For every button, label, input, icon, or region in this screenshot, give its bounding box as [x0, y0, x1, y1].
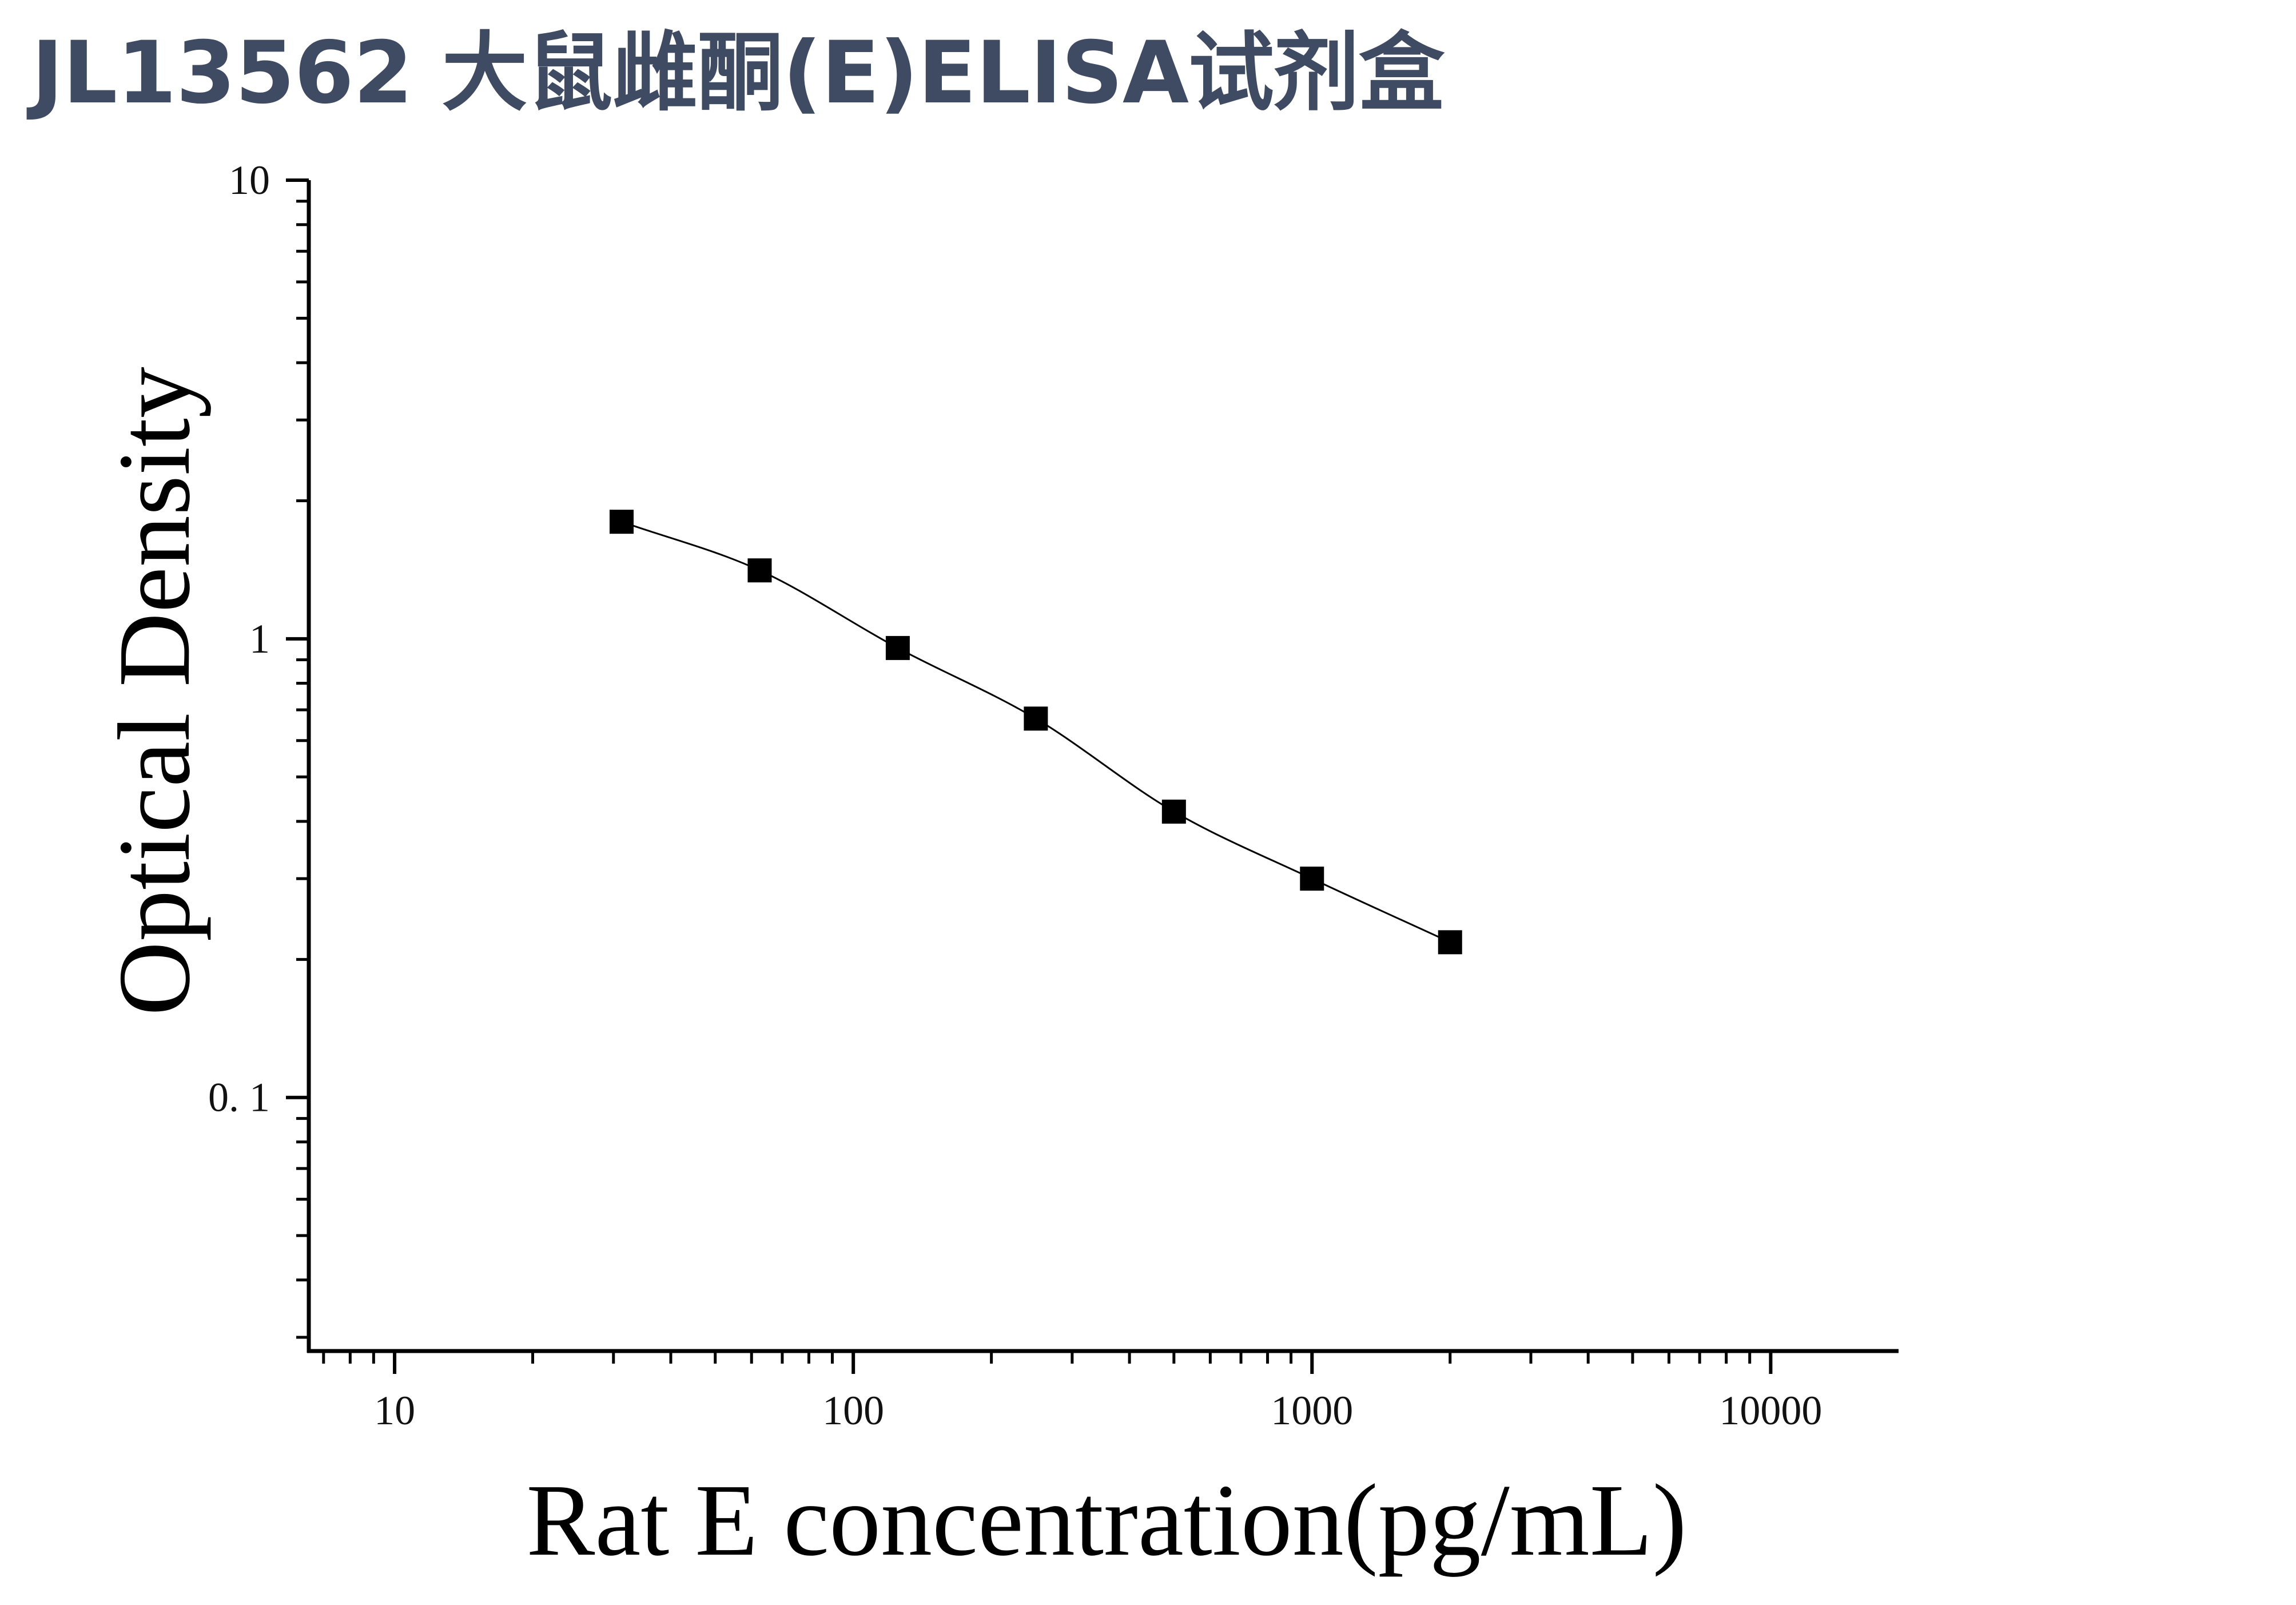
data-points — [609, 510, 1462, 955]
major-ticks — [286, 178, 1773, 1374]
x-axis-title: Rat E concentration(pg/mL) — [526, 1463, 1686, 1577]
data-point — [1300, 867, 1324, 891]
x-tick-label: 10 — [374, 1388, 415, 1433]
y-tick-label: 10 — [229, 157, 270, 203]
data-point — [1024, 706, 1048, 731]
x-tick-label: 1000 — [1271, 1388, 1353, 1433]
x-tick-label: 10000 — [1719, 1388, 1822, 1433]
minor-ticks — [296, 200, 1752, 1364]
data-point — [885, 635, 910, 660]
y-tick-label: 1 — [249, 616, 270, 662]
fit-curve — [621, 521, 1451, 943]
data-point — [747, 558, 772, 583]
data-point — [1438, 930, 1462, 955]
data-point — [609, 510, 634, 534]
y-tick-label: 0. 1 — [208, 1075, 270, 1121]
tick-labels: 10 100 1000 10000 10 1 0. 1 — [208, 157, 1822, 1433]
data-point — [1161, 799, 1186, 824]
y-axis-title: Optical Density — [97, 367, 211, 1016]
x-tick-label: 100 — [822, 1388, 884, 1433]
page-title: JL13562 大鼠雌酮(E)ELISA试剂盒 — [31, 23, 1445, 123]
